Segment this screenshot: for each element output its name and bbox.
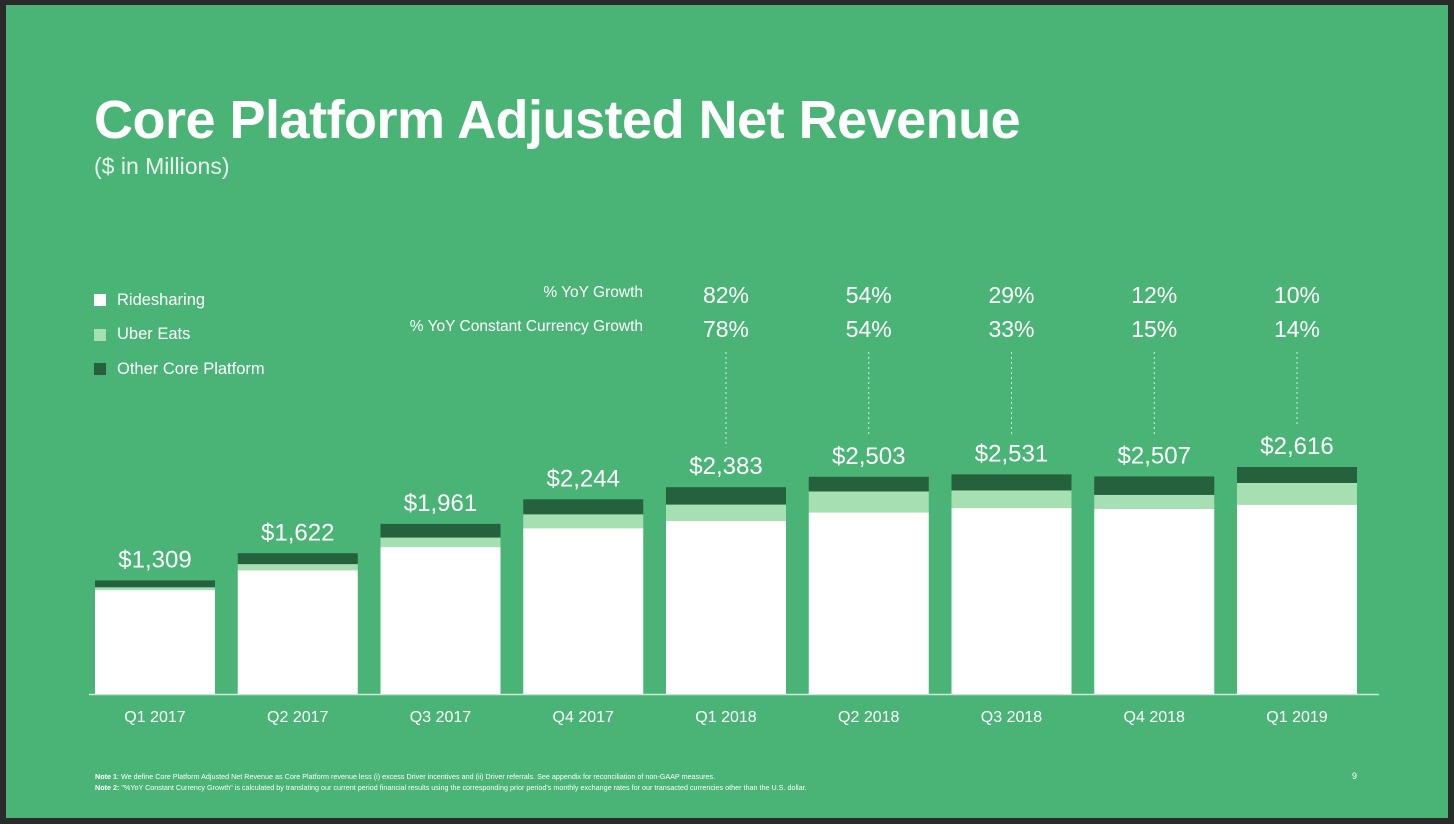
page-number: 9 bbox=[1352, 771, 1358, 781]
x-tick-label-q4-2017: Q4 2017 bbox=[553, 709, 614, 726]
footnote-2: Note 2: "%YoY Constant Currency Growth" … bbox=[95, 782, 807, 793]
bar-uber-eats-q1-2019 bbox=[1237, 482, 1357, 505]
yoy-growth-q1-2018: 82% bbox=[703, 282, 749, 308]
footnote-1-label: Note 1 bbox=[95, 772, 117, 781]
total-label-q1-2017: $1,309 bbox=[118, 546, 191, 573]
bar-ridesharing-q4-2018 bbox=[1094, 508, 1215, 694]
bar-other-core-platform-q4-2017 bbox=[523, 499, 644, 515]
revenue-bar-chart: $1,309 Q1 2017 $1,622 Q2 2017 $1,961 Q3 2017 $… bbox=[89, 282, 1379, 726]
bar-other-core-platform-q3-2018 bbox=[951, 474, 1072, 491]
x-tick-label-q1-2019: Q1 2019 bbox=[1266, 709, 1327, 726]
bar-uber-eats-q4-2017 bbox=[523, 514, 644, 529]
bar-uber-eats-q4-2018 bbox=[1094, 494, 1215, 509]
legend-label-other-core-platform: Other Core Platform bbox=[117, 359, 265, 378]
bar-uber-eats-q1-2017 bbox=[95, 587, 215, 590]
legend-item-other-core-platform: Other Core Platform bbox=[94, 352, 265, 387]
footnote-2-text: "%YoY Constant Currency Growth" is calcu… bbox=[119, 783, 807, 792]
bar-ridesharing-q1-2018 bbox=[666, 521, 786, 694]
legend-label-ridesharing: Ridesharing bbox=[117, 290, 206, 309]
bar-ridesharing-q2-2018 bbox=[808, 512, 929, 694]
footnote-1: Note 1: We define Core Platform Adjusted… bbox=[95, 771, 807, 782]
footnote-1-text: : We define Core Platform Adjusted Net R… bbox=[116, 772, 716, 781]
total-label-q3-2017: $1,961 bbox=[404, 490, 477, 517]
legend-item-ridesharing: Ridesharing bbox=[94, 283, 265, 318]
total-label-q3-2018: $2,531 bbox=[975, 440, 1048, 467]
x-tick-label-q1-2017: Q1 2017 bbox=[124, 709, 185, 726]
total-label-q2-2018: $2,503 bbox=[832, 443, 905, 470]
legend-swatch-uber-eats bbox=[94, 328, 106, 341]
bar-other-core-platform-q3-2017 bbox=[380, 523, 501, 538]
legend-item-uber-eats: Uber Eats bbox=[94, 318, 265, 353]
bar-ridesharing-q1-2017 bbox=[95, 589, 215, 694]
yoy-cc-growth-q1-2019: 14% bbox=[1274, 316, 1320, 342]
slide: Core Platform Adjusted Net Revenue ($ in… bbox=[6, 5, 1448, 818]
bar-uber-eats-q2-2018 bbox=[808, 491, 929, 513]
bar-other-core-platform-q1-2018 bbox=[666, 487, 786, 505]
x-tick-label-q3-2018: Q3 2018 bbox=[981, 709, 1042, 726]
bar-uber-eats-q1-2018 bbox=[666, 504, 786, 522]
bar-other-core-platform-q2-2017 bbox=[237, 553, 358, 565]
total-label-q2-2017: $1,622 bbox=[261, 519, 334, 546]
bar-ridesharing-q3-2018 bbox=[951, 507, 1072, 694]
yoy-growth-row-label: % YoY Growth bbox=[543, 284, 643, 301]
bar-uber-eats-q3-2018 bbox=[951, 490, 1072, 508]
total-label-q4-2018: $2,507 bbox=[1118, 442, 1191, 469]
bar-other-core-platform-q4-2018 bbox=[1094, 476, 1215, 495]
page-title: Core Platform Adjusted Net Revenue bbox=[94, 90, 1021, 150]
total-label-q1-2018: $2,383 bbox=[689, 453, 762, 480]
footnotes: Note 1: We define Core Platform Adjusted… bbox=[95, 771, 807, 793]
x-tick-label-q2-2018: Q2 2018 bbox=[838, 709, 899, 726]
bar-other-core-platform-q2-2018 bbox=[808, 476, 929, 492]
bar-uber-eats-q2-2017 bbox=[237, 564, 358, 571]
yoy-cc-growth-q3-2018: 33% bbox=[988, 316, 1034, 342]
footnote-2-label: Note 2: bbox=[95, 783, 120, 792]
yoy-growth-q1-2019: 10% bbox=[1274, 282, 1320, 308]
bar-other-core-platform-q1-2019 bbox=[1237, 467, 1357, 483]
x-tick-label-q4-2018: Q4 2018 bbox=[1124, 709, 1185, 726]
yoy-cc-growth-q4-2018: 15% bbox=[1131, 316, 1177, 342]
bar-ridesharing-q1-2019 bbox=[1237, 504, 1357, 694]
yoy-cc-growth-q1-2018: 78% bbox=[703, 316, 749, 342]
yoy-growth-q2-2018: 54% bbox=[846, 282, 892, 308]
legend-swatch-other-core-platform bbox=[94, 363, 106, 376]
yoy-cc-growth-row-label: % YoY Constant Currency Growth bbox=[409, 318, 643, 335]
bar-ridesharing-q4-2017 bbox=[523, 528, 644, 694]
bar-uber-eats-q3-2017 bbox=[380, 537, 501, 548]
legend-label-uber-eats: Uber Eats bbox=[117, 325, 191, 344]
yoy-growth-q3-2018: 29% bbox=[988, 282, 1034, 308]
bar-ridesharing-q3-2017 bbox=[380, 547, 501, 694]
page-subtitle: ($ in Millions) bbox=[94, 153, 230, 179]
total-label-q1-2019: $2,616 bbox=[1260, 433, 1333, 460]
bar-other-core-platform-q1-2017 bbox=[95, 580, 215, 588]
x-tick-label-q2-2017: Q2 2017 bbox=[267, 709, 328, 726]
legend-swatch-ridesharing bbox=[94, 294, 106, 307]
yoy-cc-growth-q2-2018: 54% bbox=[846, 316, 892, 342]
x-tick-label-q1-2018: Q1 2018 bbox=[695, 709, 756, 726]
yoy-growth-q4-2018: 12% bbox=[1131, 282, 1177, 308]
x-tick-label-q3-2017: Q3 2017 bbox=[410, 709, 471, 726]
total-label-q4-2017: $2,244 bbox=[547, 465, 620, 492]
bar-ridesharing-q2-2017 bbox=[237, 570, 358, 694]
chart-legend: Ridesharing Uber Eats Other Core Platfor… bbox=[94, 283, 265, 387]
